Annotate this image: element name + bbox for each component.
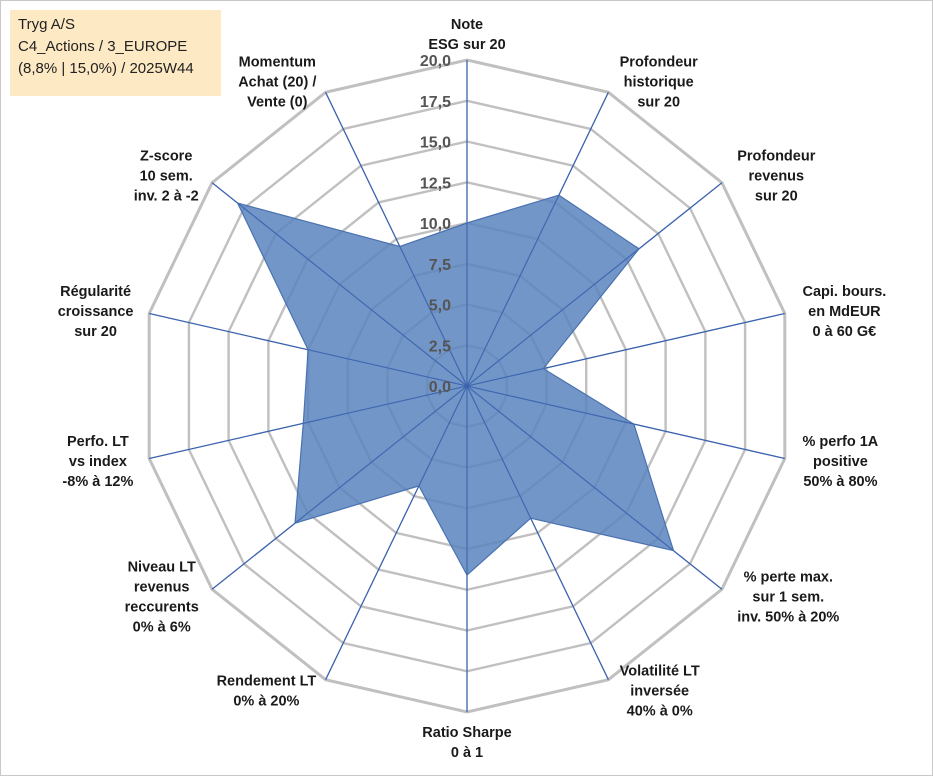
axis-label-line: Perfo. LT	[67, 434, 129, 450]
axis-label-line: % perfo 1A	[803, 434, 879, 450]
axis-label-line: Ratio Sharpe	[422, 725, 511, 741]
axis-label-line: Z-score	[140, 148, 192, 164]
series-area	[236, 194, 675, 577]
axis-label-line: revenus	[748, 168, 804, 184]
axis-label-line: Vente (0)	[247, 95, 308, 111]
axis-label-line: ESG sur 20	[428, 37, 505, 53]
axis-label-1: Profondeur historique sur 20	[620, 55, 698, 111]
axis-label-9: Niveau LT revenus reccurents 0% à 6%	[125, 560, 199, 636]
axis-label-12: Z-score 10 sem. inv. 2 à -2	[134, 148, 199, 204]
axis-label-4: % perfo 1A positive 50% à 80%	[803, 434, 879, 490]
axis-label-10: Perfo. LT vs index -8% à 12%	[62, 434, 133, 490]
axis-label-8: Rendement LT 0% à 20%	[217, 674, 317, 710]
tick-label: 0,0	[429, 379, 451, 396]
axis-label-line: -8% à 12%	[62, 474, 133, 490]
tick-label: 12,5	[420, 175, 451, 192]
axis-spoke-inner	[303, 385, 468, 424]
company-name: Tryg A/S	[18, 16, 75, 33]
axis-label-line: 10 sem.	[140, 168, 193, 184]
axis-label-line: % perte max.	[744, 570, 833, 586]
axis-label-7: Ratio Sharpe 0 à 1	[422, 725, 511, 761]
axis-spoke-inner	[466, 385, 532, 519]
axis-label-line: Volatilité LT	[620, 664, 700, 680]
axis-spoke-inner	[466, 368, 544, 387]
axis-label-line: Achat (20) /	[238, 75, 316, 91]
tick-label: 2,5	[429, 338, 451, 355]
axis-label-line: 0% à 6%	[133, 620, 191, 636]
axis-label-13: Momentum Achat (20) / Vente (0)	[238, 55, 316, 111]
axis-label-line: sur 20	[74, 324, 117, 340]
axis-spoke-inner	[466, 194, 560, 387]
axis-label-line: vs index	[69, 454, 127, 470]
axis-label-line: Capi. bours.	[803, 284, 887, 300]
axis-label-line: Rendement LT	[217, 674, 317, 690]
axis-label-line: en MdEUR	[808, 304, 881, 320]
axis-label-2: Profondeur revenus sur 20	[737, 148, 815, 204]
axis-label-0: Note ESG sur 20	[428, 17, 505, 53]
axis-label-line: 0 à 60 G€	[813, 324, 877, 340]
axis-label-line: revenus	[134, 580, 190, 596]
tick-label: 15,0	[420, 135, 451, 152]
axis-label-3: Capi. bours. en MdEUR 0 à 60 G€	[803, 284, 887, 340]
axis-spoke-inner	[294, 385, 468, 524]
axis-spoke-inner	[466, 248, 640, 387]
axis-label-5: % perte max. sur 1 sem. inv. 50% à 20%	[737, 570, 839, 626]
axis-spoke-inner	[466, 385, 674, 551]
axis-spoke-inner	[237, 202, 468, 387]
axis-label-line: Profondeur	[737, 148, 815, 164]
axis-label-line: historique	[624, 75, 694, 91]
axis-label-6: Volatilité LT inversée 40% à 0%	[620, 664, 700, 720]
axis-label-line: Niveau LT	[128, 560, 196, 576]
info-box: Tryg A/S C4_Actions / 3_EUROPE (8,8% | 1…	[10, 10, 221, 96]
axis-label-line: croissance	[58, 304, 134, 320]
axis-label-line: Momentum	[239, 55, 316, 71]
axis-label-line: inv. 2 à -2	[134, 188, 199, 204]
axis-label-line: 40% à 0%	[627, 704, 693, 720]
axis-label-line: Profondeur	[620, 55, 698, 71]
data-series	[236, 194, 675, 577]
tick-label: 17,5	[420, 94, 451, 111]
axis-label-line: inv. 50% à 20%	[737, 610, 839, 626]
stats-week: (8,8% | 15,0%) / 2025W44	[18, 60, 194, 77]
axis-label-line: inversée	[630, 684, 689, 700]
axis-label-line: sur 20	[637, 95, 680, 111]
tick-label: 7,5	[429, 257, 451, 274]
axis-labels: Note ESG sur 20 Profondeur historique sur 20…	[58, 17, 887, 761]
axis-label-line: 50% à 80%	[803, 474, 877, 490]
category-path: C4_Actions / 3_EUROPE	[18, 38, 188, 55]
axis-spoke-inner	[399, 246, 468, 387]
axis-label-line: Note	[451, 17, 483, 33]
axis-label-line: 0% à 20%	[233, 694, 299, 710]
radial-tick-labels: 0,0 2,5 5,0 7,5 10,0 12,5 15,0 17,5 20,0	[420, 53, 451, 396]
axis-label-11: Régularité croissance sur 20	[58, 284, 134, 340]
axis-label-line: reccurents	[125, 600, 199, 616]
tick-label: 10,0	[420, 216, 451, 233]
tick-label: 20,0	[420, 53, 451, 70]
axis-label-line: sur 1 sem.	[752, 590, 824, 606]
axis-label-line: sur 20	[755, 188, 798, 204]
axis-spoke-inner	[466, 385, 635, 425]
tick-label: 5,0	[429, 298, 451, 315]
axis-spoke-inner	[307, 349, 468, 387]
axis-label-line: positive	[813, 454, 868, 470]
axis-label-line: 0 à 1	[451, 745, 483, 761]
axis-spoke-inner	[418, 385, 468, 487]
axis-label-line: Régularité	[60, 284, 131, 300]
